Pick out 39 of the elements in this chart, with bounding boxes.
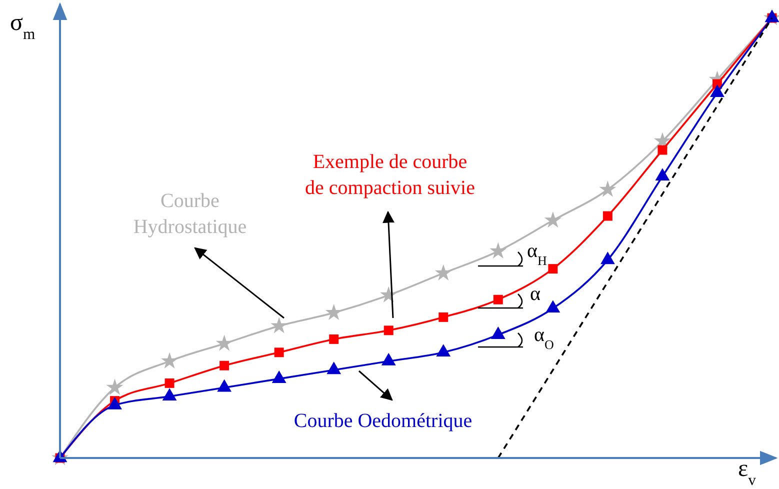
point [599, 180, 616, 197]
point [216, 334, 233, 351]
point [490, 326, 506, 339]
x-axis-title: ε$_{v}$ [738, 456, 756, 488]
point [326, 362, 342, 374]
point [710, 84, 724, 97]
point [274, 348, 284, 358]
series-label: Courbe Oedométrique [294, 410, 472, 432]
point [490, 242, 507, 258]
point [161, 352, 178, 368]
point [655, 168, 670, 181]
point [217, 379, 232, 392]
point [384, 326, 394, 336]
point [764, 10, 779, 22]
annotation: α$_{H}$ [527, 240, 547, 268]
text: Courbe Hydrostatique [133, 190, 247, 238]
point [108, 396, 122, 410]
point [602, 211, 612, 221]
annotation: α [530, 283, 541, 305]
point [272, 370, 286, 383]
point [381, 352, 396, 366]
point [493, 294, 503, 304]
point [220, 360, 230, 370]
point [600, 252, 615, 264]
point [434, 264, 452, 280]
point [106, 378, 124, 395]
annotation: α$_{O}$ [534, 324, 554, 352]
point [270, 317, 288, 334]
point [162, 388, 177, 401]
point [548, 264, 558, 274]
point [658, 145, 668, 155]
point [436, 344, 451, 357]
point [438, 312, 448, 322]
point [329, 334, 339, 344]
text: Exemple de courbe de compaction suivie [305, 151, 476, 199]
y-axis-title: σ$_{m}$ [10, 10, 36, 42]
point [546, 300, 560, 313]
point [544, 211, 562, 228]
point [164, 378, 174, 388]
